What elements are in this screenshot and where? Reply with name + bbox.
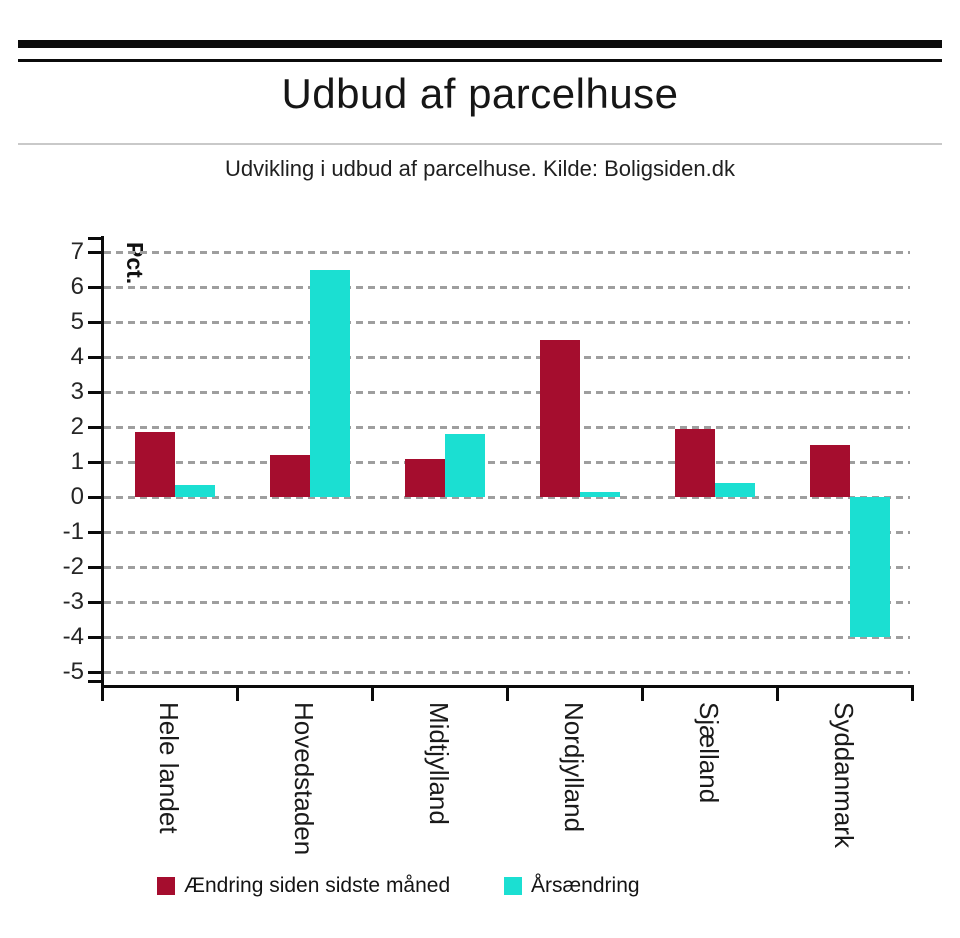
y-tick-label: -1	[62, 518, 84, 545]
y-tick-label: 2	[70, 413, 84, 440]
grid-line	[104, 531, 910, 534]
y-axis-tick	[88, 321, 101, 324]
y-tick-label: 6	[70, 273, 84, 300]
y-tick-label: 0	[70, 483, 84, 510]
chart-subtitle: Udvikling i udbud af parcelhuse. Kilde: …	[225, 156, 735, 181]
y-axis-tick	[88, 566, 101, 569]
bar-maanedsaendring	[810, 444, 850, 497]
chart-title: Udbud af parcelhuse	[281, 70, 679, 117]
y-axis-tick	[88, 286, 101, 289]
top-divider-thick	[18, 40, 942, 48]
grid-line	[104, 391, 910, 394]
y-axis-tick	[88, 601, 101, 604]
y-tick-label: -3	[62, 588, 84, 615]
x-axis-tick	[776, 685, 779, 701]
y-axis-tick	[88, 461, 101, 464]
bar-maanedsaendring	[270, 455, 310, 497]
y-tick-label: -2	[62, 553, 84, 580]
y-axis-tick	[88, 531, 101, 534]
y-axis-tick	[88, 356, 101, 359]
y-axis-endcap-top	[88, 237, 101, 240]
bar-maanedsaendring	[405, 458, 445, 497]
y-tick-label: 3	[70, 378, 84, 405]
grid-line	[104, 321, 910, 324]
grid-line	[104, 251, 910, 254]
y-axis-tick	[88, 671, 101, 674]
y-axis-tick	[88, 251, 101, 254]
bar-maanedsaendring	[540, 339, 580, 497]
bar-aarsaendring	[310, 269, 350, 497]
y-axis-tick	[88, 426, 101, 429]
legend-swatch-maanedsaendring	[157, 877, 175, 895]
grid-line	[104, 671, 910, 674]
bar-aarsaendring	[580, 491, 620, 497]
bar-aarsaendring	[445, 434, 485, 497]
legend-label-maanedsaendring: Ændring siden sidste måned	[184, 874, 451, 897]
bar-maanedsaendring	[675, 428, 715, 497]
grid-line	[104, 636, 910, 639]
grid-line	[104, 461, 910, 464]
y-tick-label: 1	[70, 448, 84, 475]
y-axis-tick	[88, 636, 101, 639]
y-axis-endcap-bottom	[88, 680, 101, 683]
legend-label-aarsaendring: Årsændring	[531, 874, 640, 897]
y-axis-line	[101, 236, 104, 701]
grid-line	[104, 566, 910, 569]
bar-maanedsaendring	[135, 432, 175, 497]
grid-line	[104, 601, 910, 604]
grid-line	[104, 426, 910, 429]
bar-aarsaendring	[715, 483, 755, 497]
y-tick-label: -4	[62, 623, 84, 650]
x-axis-tick	[506, 685, 509, 701]
bar-aarsaendring	[175, 484, 215, 497]
y-tick-label: -5	[62, 658, 84, 685]
y-tick-label: 5	[70, 308, 84, 335]
y-tick-label: 4	[70, 343, 84, 370]
x-axis-tick	[911, 685, 914, 701]
grid-line	[104, 496, 910, 499]
x-axis-tick	[236, 685, 239, 701]
x-axis-tick	[371, 685, 374, 701]
legend-swatch-aarsaendring	[504, 877, 522, 895]
y-tick-label: 7	[70, 238, 84, 265]
top-divider-thin	[18, 59, 942, 62]
x-axis-tick	[101, 685, 104, 701]
bar-aarsaendring	[850, 497, 890, 637]
y-axis-tick	[88, 496, 101, 499]
grid-line	[104, 356, 910, 359]
x-axis-tick	[641, 685, 644, 701]
y-axis-tick	[88, 391, 101, 394]
title-divider	[18, 143, 942, 145]
grid-line	[104, 286, 910, 289]
